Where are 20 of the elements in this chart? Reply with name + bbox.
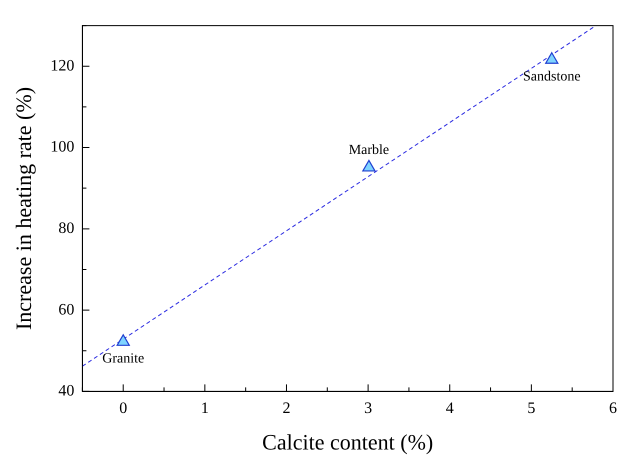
point: [362, 160, 376, 172]
x-tick-label: 6: [609, 400, 617, 418]
y-tick-label: 100: [50, 138, 74, 156]
x-tick-label: 3: [364, 400, 372, 418]
point: [545, 52, 558, 64]
x-tick-label: 1: [200, 400, 209, 418]
y-tick-label: 40: [58, 382, 74, 400]
y-axis-title: Increase in heating rate (%): [10, 86, 36, 330]
annotation: Sandstone: [522, 69, 581, 84]
point: [116, 334, 130, 346]
y-tick-label: 120: [50, 57, 74, 74]
x-tick-label: 5: [527, 400, 536, 418]
annotation: Marble: [348, 143, 390, 158]
y-tick-label: 80: [58, 220, 74, 238]
x-tick-label: 0: [119, 400, 128, 418]
x-axis-title: Calcite content (%): [262, 430, 434, 455]
x-tick-label: 2: [282, 400, 290, 418]
y-tick-label: 60: [58, 301, 74, 318]
x-tick-label: 4: [446, 400, 454, 418]
annotation: Granite: [102, 351, 144, 366]
